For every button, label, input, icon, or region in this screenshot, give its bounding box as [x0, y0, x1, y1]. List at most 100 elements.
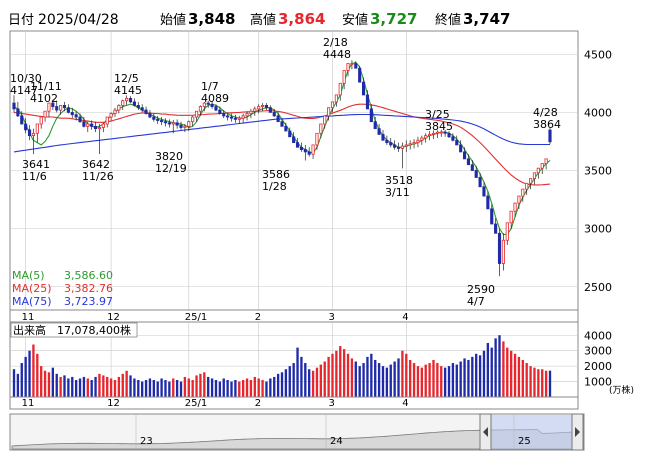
volume-bar [416, 366, 420, 397]
candle-body [466, 158, 470, 166]
candle-body [494, 223, 498, 234]
candle-body [342, 70, 346, 84]
volume-bar [506, 347, 509, 397]
candle-body [245, 113, 249, 117]
candle-body [295, 142, 300, 148]
volume-bar [339, 346, 342, 397]
candle-body [381, 134, 385, 141]
volume-label-box [10, 322, 138, 338]
candle-body [109, 113, 113, 118]
volume-bar [529, 366, 532, 397]
date-label: 日付 [8, 13, 34, 28]
annotation-line2: 4147 [10, 84, 38, 97]
volume-bar [67, 378, 70, 397]
candle-body [121, 100, 125, 106]
month-axis-labels: 11 12 25/1 2 3 4 [22, 312, 409, 323]
volume-bar [207, 376, 210, 397]
volume-bar [381, 366, 385, 397]
volume-bar [214, 380, 218, 397]
candle-body [284, 125, 288, 132]
candle-body [373, 121, 377, 130]
volume-bar [440, 366, 443, 397]
volume-bar [94, 376, 97, 397]
candle-body [20, 115, 24, 125]
navigator-selected-range[interactable] [488, 415, 574, 449]
volume-bar [424, 364, 427, 397]
volume-bar [78, 378, 82, 397]
volume-bar [455, 364, 458, 397]
volume-bar [544, 370, 548, 397]
volume-bar [137, 380, 140, 397]
navigator-year-label: 23 [140, 436, 153, 447]
candle-body [171, 122, 175, 125]
price-tick-label: 3000 [584, 223, 612, 236]
close-value: 3,747 [463, 10, 510, 28]
volume-bar [350, 358, 354, 397]
volume-bar [12, 369, 16, 397]
candle-body [327, 107, 331, 117]
open-label: 始値 [160, 12, 186, 28]
volume-bar [257, 378, 260, 397]
candle-body [97, 127, 102, 130]
volume-bar [117, 376, 121, 397]
annotation-line1: 3642 [82, 158, 110, 171]
volume-tick-label: 4000 [584, 329, 612, 342]
annotation-line1: 2590 [467, 283, 495, 296]
candle-body [338, 82, 342, 96]
volume-bar [210, 378, 214, 397]
month-tick-label-lower: 3 [328, 398, 334, 409]
candle-body [175, 122, 179, 126]
month-tick-label: 11 [22, 312, 35, 323]
volume-bar [498, 335, 501, 397]
date-value: 2025/04/28 [38, 12, 119, 28]
volume-bar [521, 359, 524, 397]
candle-body [144, 109, 148, 114]
month-tick-label-lower: 4 [402, 398, 408, 409]
volume-bar [471, 356, 474, 397]
month-tick-label-lower: 25/1 [185, 398, 207, 409]
volume-bar [261, 380, 264, 397]
price-axis-ticks: 4500 4000 3500 3000 2500 [584, 48, 612, 294]
annotation-line1: 3586 [262, 168, 290, 181]
candle-body [136, 105, 140, 109]
volume-bar [234, 380, 237, 397]
candle-body [447, 132, 451, 138]
annotation-line2: 4102 [30, 92, 58, 105]
candle-body [206, 102, 210, 105]
candle-body [51, 102, 55, 107]
candle-body [241, 115, 245, 119]
volume-bar [74, 380, 78, 397]
candle-body [532, 172, 537, 180]
candle-body [361, 81, 366, 96]
candle-body [167, 122, 171, 125]
volume-bar [389, 364, 392, 397]
volume-bar [20, 363, 23, 397]
candle-body [55, 106, 59, 111]
candle-body [113, 109, 117, 114]
volume-axis-ticks: 4000 3000 2000 1000 [584, 329, 612, 388]
candle-body [268, 107, 272, 113]
annotation-line2: 12/19 [155, 162, 187, 175]
annotation-line1: 12/5 [114, 72, 139, 85]
volume-bar [129, 375, 132, 397]
candle-body [59, 105, 63, 111]
candle-body [521, 188, 525, 197]
volume-bar [241, 380, 245, 397]
price-tick-label: 2500 [584, 281, 612, 294]
candle-body [416, 139, 420, 143]
annotation-line1: 3/25 [425, 108, 450, 121]
candle-body [299, 146, 303, 150]
month-tick-label: 25/1 [185, 312, 207, 323]
volume-bar [32, 344, 35, 397]
annotation-line2: 4089 [201, 92, 229, 105]
candle-body [505, 222, 509, 241]
volume-bar [409, 359, 412, 397]
candle-body [101, 123, 105, 128]
volume-bar [509, 350, 513, 397]
volume-bar [109, 378, 113, 397]
candle-body [509, 210, 513, 224]
candle-body [435, 131, 439, 134]
volume-bar [459, 361, 462, 397]
annotation-line2: 4145 [114, 84, 142, 97]
annotation-line1: 1/7 [201, 80, 219, 93]
